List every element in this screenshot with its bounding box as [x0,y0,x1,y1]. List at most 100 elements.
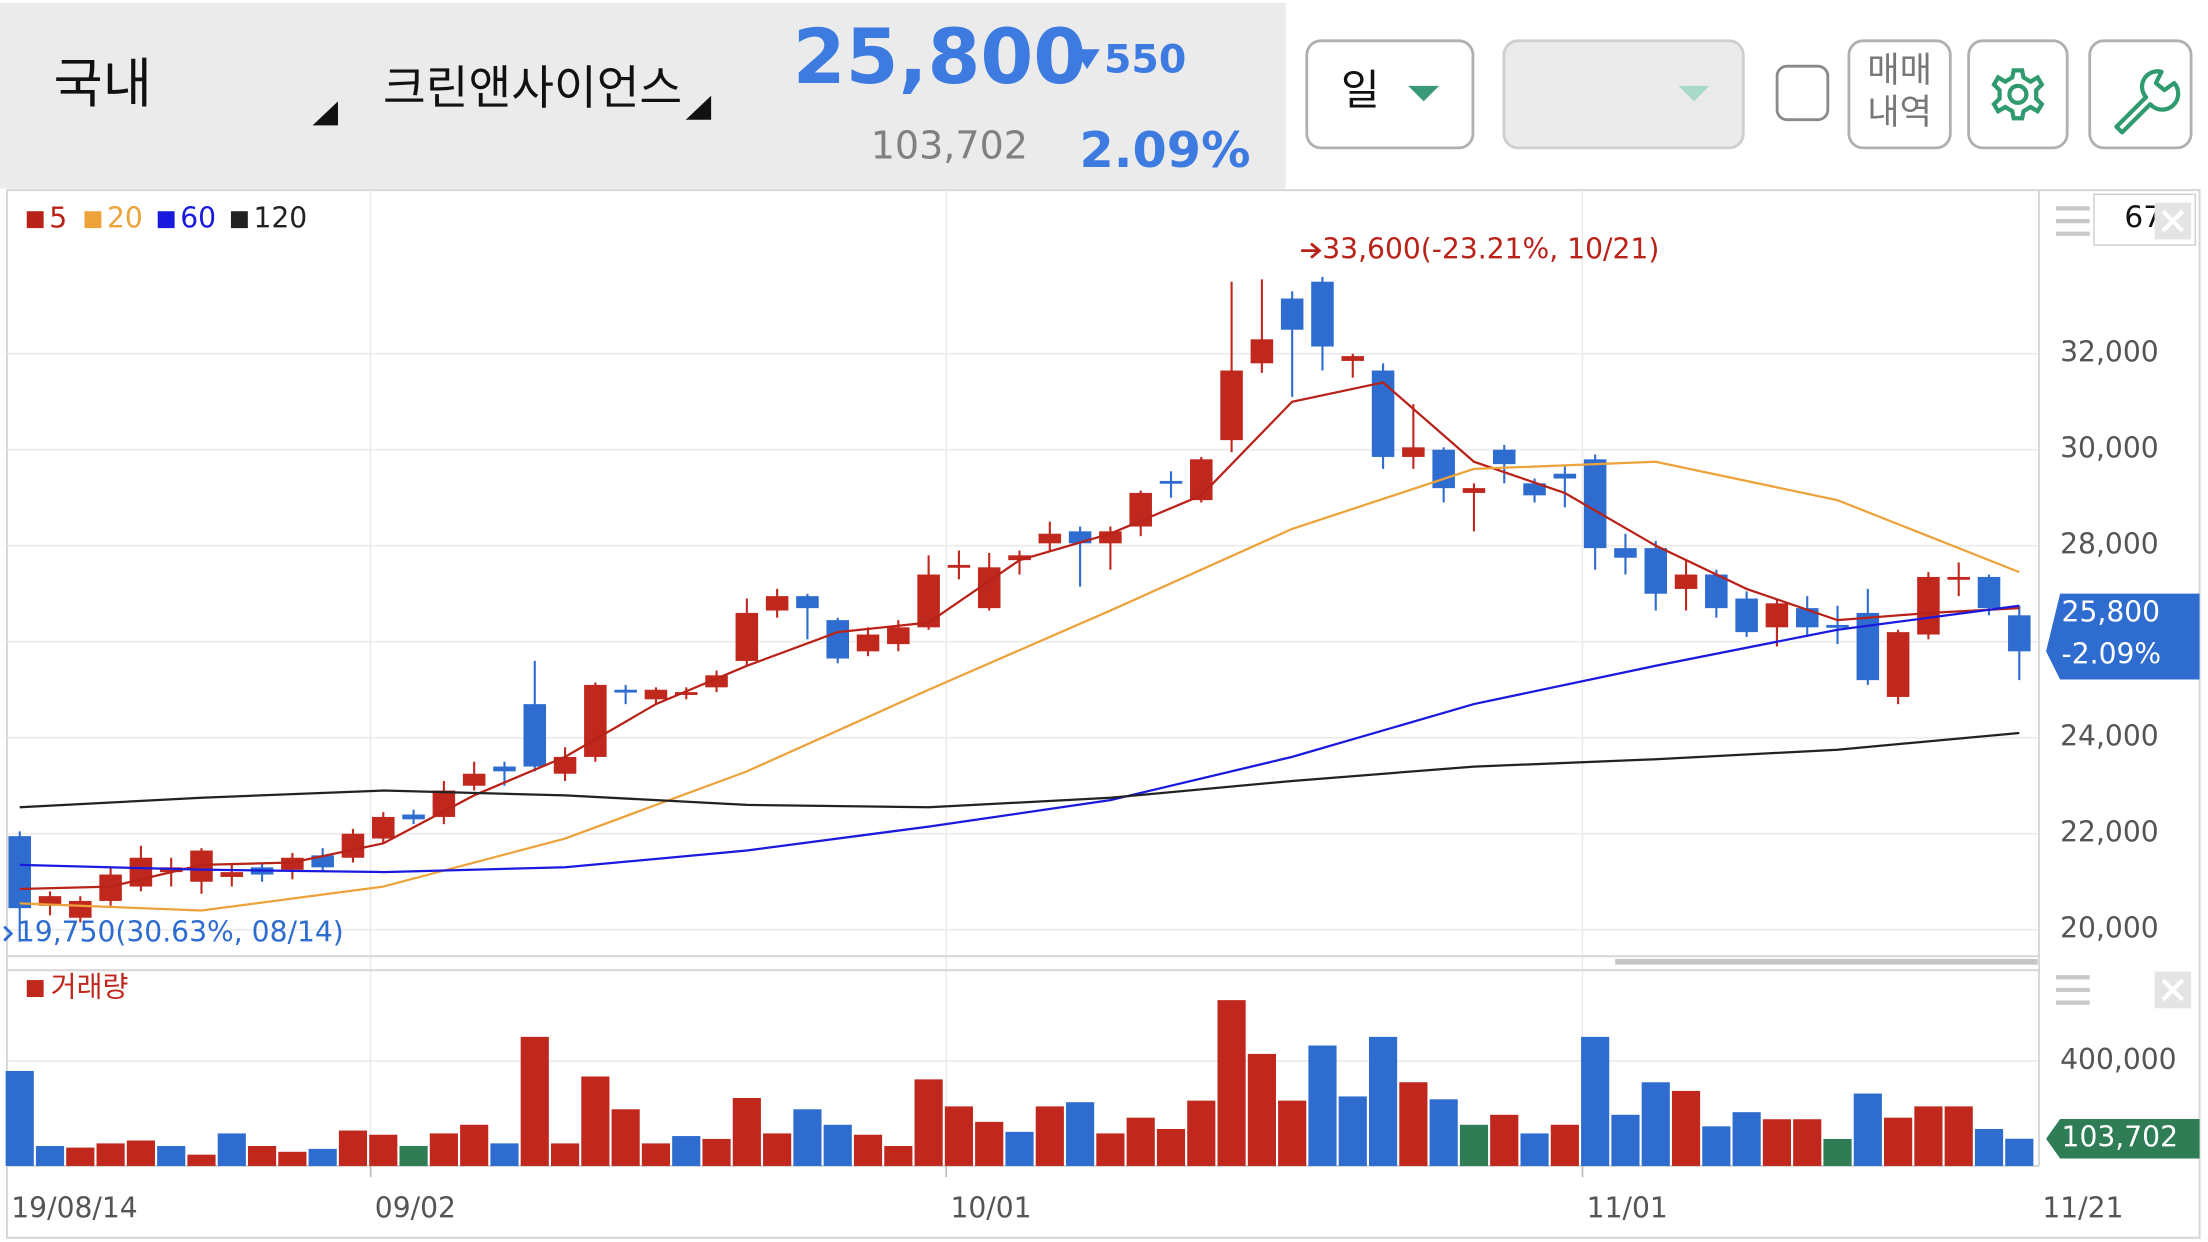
volume: 103,702 [871,123,1028,167]
wrench-icon[interactable] [2114,69,2181,135]
candle-body [1917,576,1940,635]
period-label[interactable]: 일 [1341,65,1380,114]
y-tick-label: 20,000 [2060,912,2159,945]
volume-bar [1066,1102,1095,1166]
candle-body [1583,459,1607,549]
moving-average-line [19,460,2020,912]
candle-body [341,833,365,858]
moving-average-line [19,604,2020,874]
candle-body [1311,281,1334,347]
candle-body [1705,574,1728,609]
period-dropdown[interactable] [1305,39,1475,150]
volume-bar [1581,1036,1610,1166]
candle-body [1947,576,1970,580]
settings-button[interactable] [1967,39,2069,150]
candle-body [1492,449,1516,465]
candle-body [614,689,637,693]
volume-bar [1217,1000,1246,1166]
dropdown-arrow[interactable] [1408,85,1440,102]
volume-bar [853,1134,883,1166]
volume-bar [1096,1133,1125,1166]
tools-button[interactable] [2088,39,2193,150]
y-tick-label: 30,000 [2060,432,2159,465]
trade-history-label[interactable]: 매매 [1867,50,1932,91]
gear-hub[interactable] [2007,83,2029,105]
volume-bar [1823,1138,1852,1166]
candle-body [493,766,516,772]
legend-label: 5 [49,202,67,235]
volume-bar [1671,1090,1701,1166]
legend-swatch [157,211,175,229]
market-arrow[interactable] [312,101,338,126]
candle-body [1644,548,1668,594]
volume-bar [1884,1117,1913,1166]
menu-icon[interactable] [2055,206,2090,1005]
close-icon[interactable] [2161,209,2185,233]
volume-bar [490,1143,519,1166]
stock-name[interactable]: 크린앤사이언스 [383,61,682,115]
candle-body [553,756,577,774]
volume-bar [1005,1131,1034,1166]
candle-body [947,564,971,568]
volume-bar [1944,1106,1973,1166]
price-tag-change: -2.09% [2062,638,2162,671]
volume-bar [823,1124,852,1166]
volume-bar [399,1146,428,1166]
volume-tag-label: 103,702 [2062,1121,2178,1154]
candle-body [1614,548,1637,558]
candle-body [765,596,789,611]
dropdown-arrow[interactable] [1678,85,1710,102]
volume-bar [338,1130,368,1166]
volume-bar [1278,1100,1307,1166]
volume-bar [581,1076,610,1166]
candle-body [8,836,31,909]
candle-body [705,675,728,688]
close-icon[interactable] [2161,978,2185,1002]
candle-body [1159,480,1183,484]
volume-bar [1762,1119,1792,1166]
volume-bar [66,1147,95,1166]
volume-bar [1368,1036,1398,1166]
volume-bar [884,1146,913,1166]
market-select[interactable]: 국내 [54,52,152,115]
price-change: 550 [1104,36,1186,82]
candle-body [674,692,698,695]
volume-bar [1490,1114,1519,1166]
volume-bar [1308,1045,1337,1166]
volume-bar [429,1133,458,1166]
moving-average-line [19,731,2020,809]
legend-swatch [84,211,102,229]
volume-bar [1611,1114,1640,1166]
trade-history-label[interactable]: 내역 [1867,92,1932,133]
high-annotation: 33,600(-23.21%, 10/21) [1322,233,1659,266]
trade-history-button[interactable] [1847,39,1952,150]
volume-bar [248,1146,277,1166]
volume-bar [5,1070,34,1166]
volume-bar [1520,1133,1549,1166]
gear-icon[interactable] [1991,68,2045,121]
volume-bar [944,1106,973,1166]
candle-body [1280,298,1304,330]
indicator-dropdown[interactable] [1502,39,1745,150]
candle-body [1856,612,1880,681]
candle-body [402,814,425,820]
volume-bar [1187,1100,1216,1166]
candle-body [1735,598,1758,633]
volume-bar [1974,1128,2004,1166]
volume-bar [1641,1082,1670,1166]
current-price: 25,800 [793,12,1086,101]
volume-bar [157,1146,186,1166]
volume-bar [1126,1117,1155,1166]
stock-arrow[interactable] [685,95,712,120]
volume-tag [2046,1119,2200,1159]
volume-bar [1459,1124,1489,1166]
volume-bar [1793,1119,1822,1166]
change-pct: 2.09% [1080,121,1251,179]
candle-body [826,620,849,659]
checkbox[interactable] [1775,64,1830,122]
candle-body [644,689,668,700]
candle-body [129,857,153,887]
gear-outline[interactable] [1991,68,2045,121]
